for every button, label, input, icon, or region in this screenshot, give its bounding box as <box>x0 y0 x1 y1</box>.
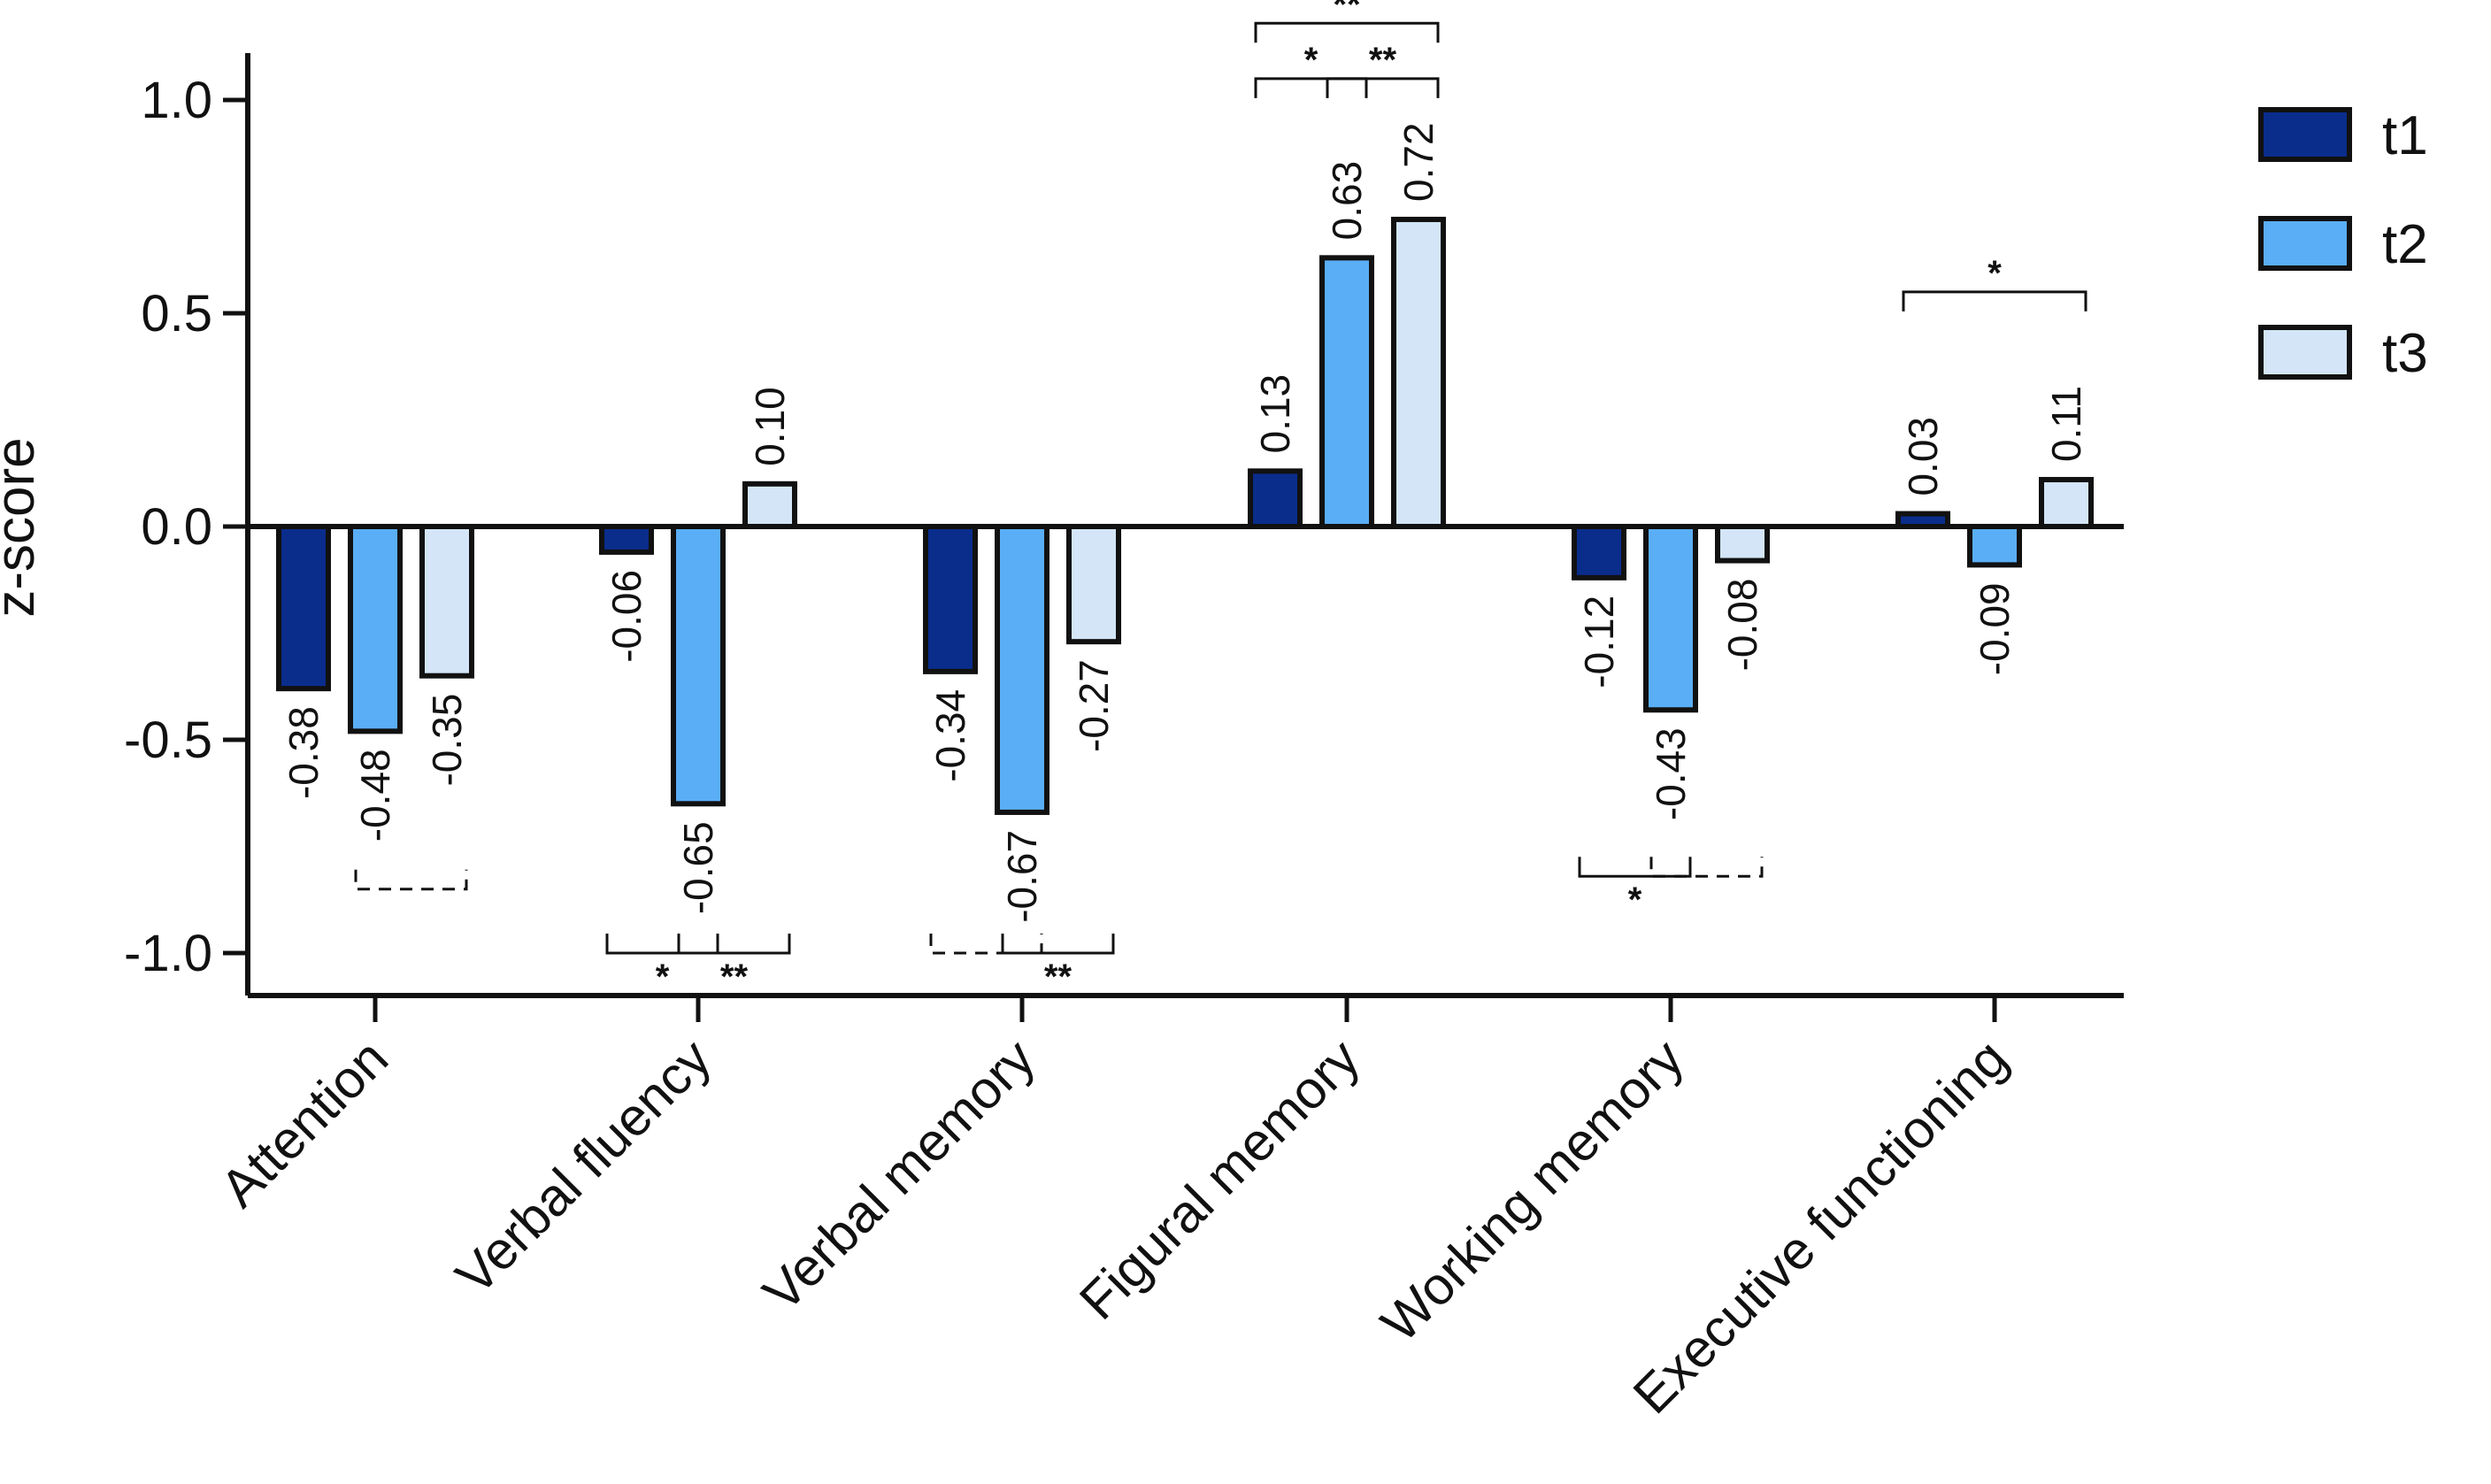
legend: t1 t2 t3 <box>2258 105 2428 384</box>
significance-bracket <box>1902 290 2087 311</box>
x-axis: Attention Verbal fluency Verbal memory Figu… <box>209 524 2124 1425</box>
data-label: 0.13 <box>1252 374 1298 454</box>
significance-label: * <box>656 957 670 996</box>
data-labels-group: -0.38 -0.06 -0.34 0.13 -0.12 0.03 -0.48 -0.65 -0… <box>281 122 2089 922</box>
data-label: 0.03 <box>1900 417 1946 496</box>
bar-t1 <box>1248 468 1303 530</box>
bar-t1 <box>599 524 654 555</box>
bars-group <box>276 216 2094 815</box>
legend-swatch-t1 <box>2258 107 2352 162</box>
data-label: -0.27 <box>1071 659 1117 752</box>
data-label: 0.10 <box>747 387 793 466</box>
bar-t3 <box>419 524 474 679</box>
y-axis: 1.0 0.5 0.0 -0.5 -1.0 <box>124 53 250 996</box>
data-label: -0.34 <box>927 689 973 782</box>
x-category-label: Attention <box>209 1028 399 1219</box>
x-category-label: Working memory <box>1370 1028 1695 1353</box>
significance-label: * <box>1628 880 1642 919</box>
significance-label: ** <box>720 957 749 996</box>
data-label: -0.09 <box>1972 582 2018 675</box>
bar-t2 <box>348 524 403 734</box>
bar-t1 <box>923 524 978 674</box>
x-category-label: Verbal fluency <box>444 1028 722 1306</box>
bar-t1 <box>1895 511 1950 529</box>
bar-t2 <box>1967 524 2022 568</box>
legend-label: t2 <box>2382 214 2428 275</box>
legend-label: t1 <box>2382 105 2428 166</box>
y-tick-label: 1.0 <box>141 72 212 129</box>
data-label: -0.35 <box>424 694 470 787</box>
y-axis-label: z-score <box>0 437 46 617</box>
y-tick-label: -0.5 <box>124 711 212 769</box>
bar-t2 <box>995 524 1049 815</box>
bar-t1 <box>1572 524 1626 581</box>
legend-swatch-t2 <box>2258 216 2352 271</box>
data-label: -0.38 <box>281 706 327 799</box>
y-tick-label: -1.0 <box>124 925 212 982</box>
bar-t2 <box>1319 255 1374 529</box>
data-label: -0.08 <box>1719 579 1765 672</box>
legend-swatch-t3 <box>2258 325 2352 380</box>
data-label: 0.72 <box>1395 122 1442 202</box>
y-tick-label: 0.0 <box>141 498 212 556</box>
data-label: -0.06 <box>604 570 650 663</box>
significance-bracket <box>1254 77 1368 98</box>
bar-t3 <box>1066 524 1121 645</box>
significance-bracket <box>605 934 719 955</box>
bar-t3 <box>1391 216 1446 530</box>
data-label: -0.48 <box>352 749 398 842</box>
significance-bracket <box>1326 77 1440 98</box>
bar-t2 <box>671 524 726 807</box>
significance-label: * <box>1304 41 1319 80</box>
bar-t1 <box>276 524 331 692</box>
significance-bracket <box>1578 857 1692 878</box>
significance-label: ** <box>1044 957 1073 996</box>
significance-bracket <box>929 934 1043 955</box>
significance-bracket <box>1001 934 1115 955</box>
significance-bracket <box>1649 857 1764 878</box>
significance-label: ** <box>1369 41 1397 80</box>
data-label: -0.67 <box>999 830 1045 923</box>
significance-bracket <box>354 869 468 891</box>
significance-label: * <box>1987 254 2002 293</box>
data-label: -0.65 <box>675 821 721 914</box>
legend-label: t3 <box>2382 323 2428 384</box>
significance-brackets: * ** *** ****** <box>354 0 2087 996</box>
significance-bracket <box>677 934 791 955</box>
data-label: -0.12 <box>1576 596 1622 688</box>
bar-t2 <box>1643 524 1698 713</box>
x-category-label: Figural memory <box>1068 1028 1371 1331</box>
data-label: 0.11 <box>2043 386 2089 462</box>
bar-t3 <box>742 481 797 529</box>
bar-t3 <box>1715 524 1770 564</box>
x-category-label: Executive functioning <box>1622 1028 2018 1425</box>
significance-bracket <box>1254 21 1440 43</box>
bar-t3 <box>2039 476 2094 529</box>
significance-label: ** <box>1333 0 1361 24</box>
data-label: -0.43 <box>1648 727 1694 820</box>
x-category-label: Verbal memory <box>752 1028 1047 1323</box>
data-label: 0.63 <box>1324 161 1370 241</box>
y-tick-label: 0.5 <box>141 285 212 342</box>
